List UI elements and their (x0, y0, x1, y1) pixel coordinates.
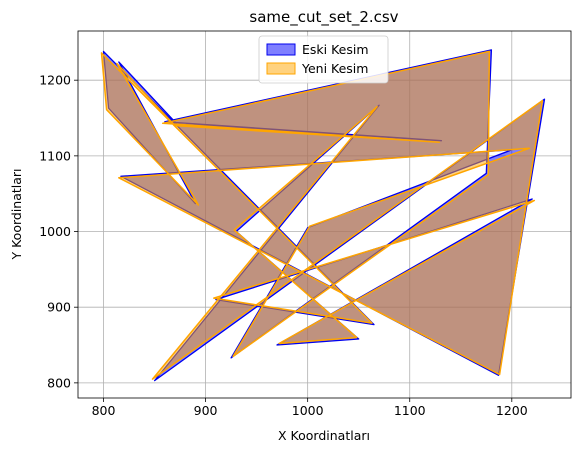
legend-swatch (266, 62, 296, 75)
plot-frame (77, 30, 572, 399)
x-axis-label: X Koordinatları (278, 428, 370, 443)
x-tick-label: 1200 (496, 403, 528, 418)
chart-title: same_cut_set_2.csv (249, 8, 398, 27)
y-tick-label: 1100 (39, 148, 71, 163)
legend: Eski Kesim Yeni Kesim (258, 35, 389, 84)
legend-label: Eski Kesim (302, 42, 369, 57)
x-tick-label: 900 (194, 403, 218, 418)
x-tick-label: 1100 (394, 403, 426, 418)
y-tick-label: 800 (47, 375, 71, 390)
y-tick-label: 1200 (39, 73, 71, 88)
legend-label: Yeni Kesim (301, 61, 368, 76)
series-polygon-yeni-kesim (100, 50, 544, 380)
tick-layer: 800 900 1000 1100 1200 800 900 1000 1100 1200 (39, 73, 528, 418)
x-tick-label: 1000 (292, 403, 324, 418)
y-axis-label: Y Koordinatları (9, 168, 24, 260)
legend-swatch (266, 43, 296, 56)
y-tick-label: 900 (47, 300, 71, 315)
series-layer (100, 49, 546, 382)
x-tick-label: 800 (92, 403, 116, 418)
y-tick-label: 1000 (39, 224, 71, 239)
